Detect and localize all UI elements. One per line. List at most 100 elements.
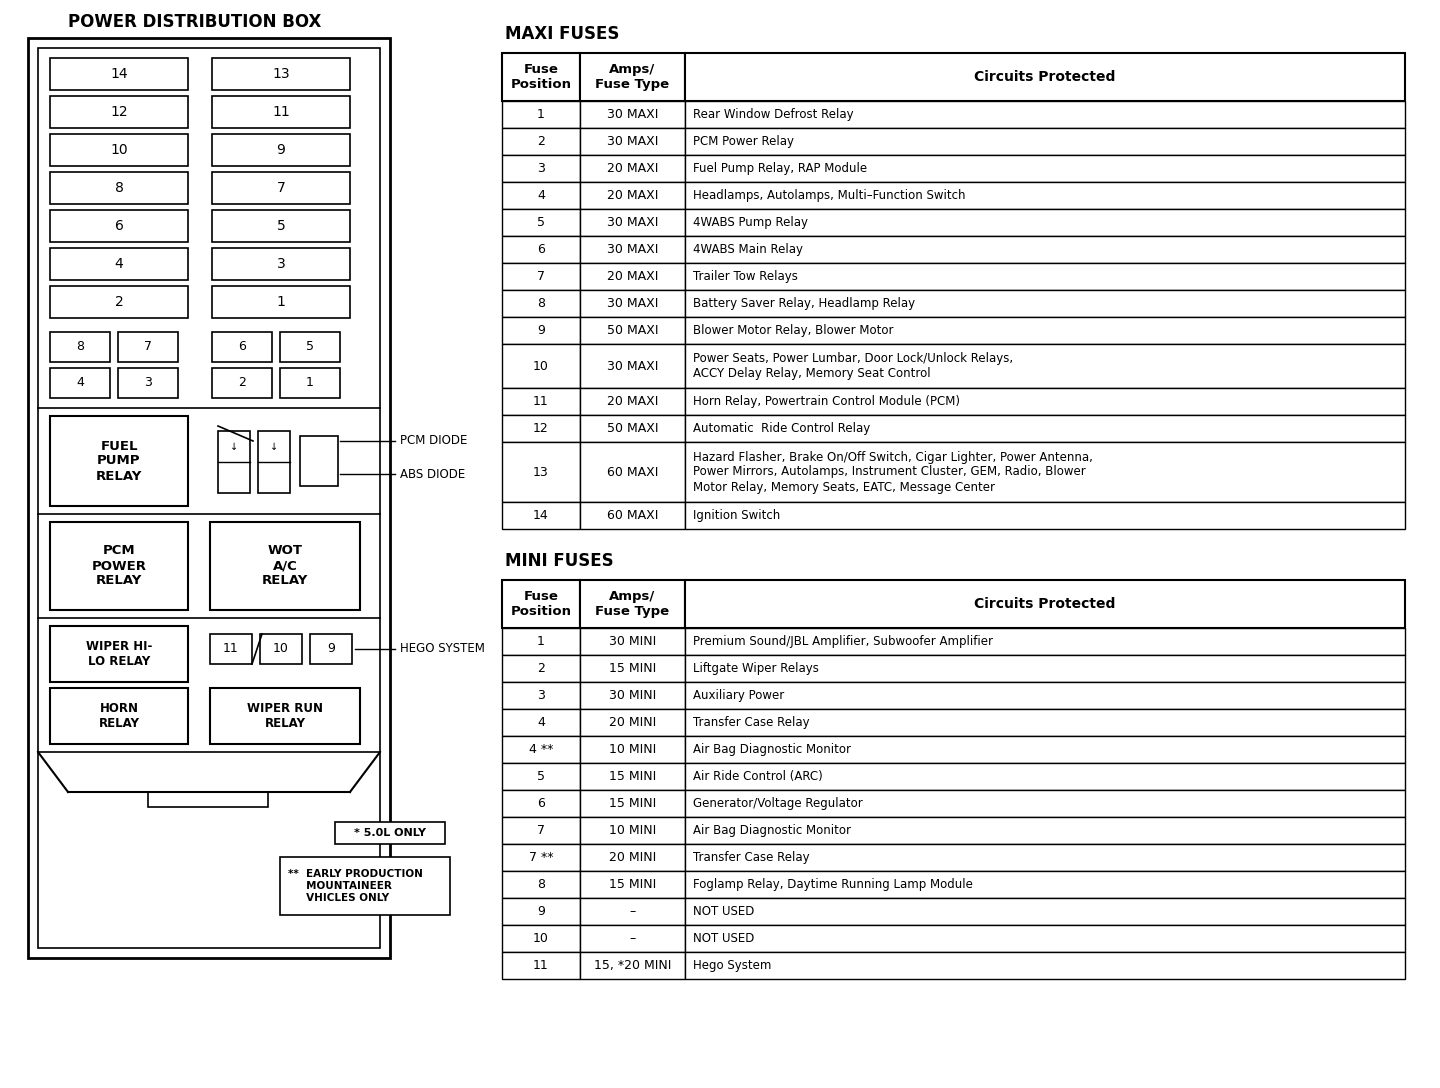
Text: 13: 13: [533, 466, 549, 479]
Text: 2: 2: [537, 662, 544, 675]
Bar: [685, 763, 1405, 790]
Text: Amps/
Fuse Type: Amps/ Fuse Type: [595, 590, 670, 618]
Text: 7: 7: [537, 270, 544, 283]
Text: Air Bag Diagnostic Monitor: Air Bag Diagnostic Monitor: [693, 743, 851, 756]
Text: Rear Window Defrost Relay: Rear Window Defrost Relay: [693, 108, 854, 121]
Bar: [50, 96, 189, 128]
Bar: [580, 952, 685, 979]
Bar: [580, 580, 685, 628]
Bar: [503, 209, 580, 236]
Bar: [580, 128, 685, 154]
Text: 10: 10: [274, 643, 289, 655]
Text: 15, *20 MINI: 15, *20 MINI: [593, 959, 671, 972]
Bar: [212, 134, 350, 166]
Bar: [503, 502, 580, 529]
Text: 5: 5: [276, 219, 285, 233]
Text: 10: 10: [533, 359, 549, 372]
Bar: [580, 709, 685, 735]
Bar: [37, 48, 380, 948]
Bar: [503, 790, 580, 817]
Text: Horn Relay, Powertrain Control Module (PCM): Horn Relay, Powertrain Control Module (P…: [693, 395, 960, 408]
Text: Ignition Switch: Ignition Switch: [693, 509, 780, 522]
Text: 3: 3: [537, 689, 544, 702]
Bar: [685, 263, 1405, 290]
Text: 20 MAXI: 20 MAXI: [606, 270, 658, 283]
Bar: [503, 154, 580, 182]
Text: 6: 6: [238, 341, 246, 354]
Text: 2: 2: [238, 376, 246, 390]
Bar: [503, 871, 580, 898]
Text: Liftgate Wiper Relays: Liftgate Wiper Relays: [693, 662, 819, 675]
Bar: [503, 53, 580, 101]
Bar: [50, 286, 189, 318]
Bar: [685, 53, 1405, 101]
Bar: [50, 58, 189, 90]
Text: WOT
A/C
RELAY: WOT A/C RELAY: [262, 544, 308, 588]
Text: 20 MINI: 20 MINI: [609, 716, 657, 729]
Bar: [217, 431, 251, 493]
Text: 6: 6: [537, 798, 544, 809]
Bar: [503, 735, 580, 763]
Text: 1: 1: [537, 635, 544, 648]
Bar: [503, 655, 580, 682]
Bar: [212, 286, 350, 318]
Bar: [580, 502, 685, 529]
Bar: [279, 368, 340, 398]
Bar: [580, 763, 685, 790]
Text: 5: 5: [537, 770, 544, 783]
Text: ABS DIODE: ABS DIODE: [400, 468, 465, 481]
Bar: [212, 96, 350, 128]
Bar: [685, 952, 1405, 979]
Bar: [685, 101, 1405, 128]
Bar: [50, 626, 189, 682]
Bar: [580, 388, 685, 415]
Text: 8: 8: [76, 341, 84, 354]
Bar: [685, 817, 1405, 844]
Bar: [503, 817, 580, 844]
Text: 20 MAXI: 20 MAXI: [606, 395, 658, 408]
Text: 4: 4: [537, 716, 544, 729]
Text: Power Seats, Power Lumbar, Door Lock/Unlock Relays,
ACCY Delay Relay, Memory Sea: Power Seats, Power Lumbar, Door Lock/Unl…: [693, 353, 1014, 380]
Text: 20 MAXI: 20 MAXI: [606, 162, 658, 175]
Bar: [685, 442, 1405, 502]
Text: 9: 9: [537, 324, 544, 337]
Bar: [212, 248, 350, 280]
Bar: [685, 925, 1405, 952]
Text: MINI FUSES: MINI FUSES: [505, 552, 613, 570]
Text: 15 MINI: 15 MINI: [609, 770, 657, 783]
Text: HORN
RELAY: HORN RELAY: [98, 702, 140, 730]
Text: 3: 3: [276, 257, 285, 271]
Bar: [50, 416, 189, 506]
Text: Fuel Pump Relay, RAP Module: Fuel Pump Relay, RAP Module: [693, 162, 867, 175]
Text: 20 MINI: 20 MINI: [609, 851, 657, 864]
Text: 9: 9: [276, 143, 285, 157]
Text: 15 MINI: 15 MINI: [609, 878, 657, 891]
Bar: [685, 655, 1405, 682]
Bar: [261, 634, 302, 664]
Text: 1: 1: [276, 295, 285, 309]
Bar: [580, 735, 685, 763]
Bar: [685, 415, 1405, 442]
Text: 7: 7: [276, 181, 285, 195]
Bar: [685, 628, 1405, 655]
Text: Amps/
Fuse Type: Amps/ Fuse Type: [595, 63, 670, 91]
Text: 3: 3: [144, 376, 153, 390]
Bar: [503, 925, 580, 952]
Bar: [580, 209, 685, 236]
Bar: [148, 792, 268, 807]
Bar: [685, 388, 1405, 415]
Bar: [580, 655, 685, 682]
Bar: [685, 580, 1405, 628]
Text: 4WABS Main Relay: 4WABS Main Relay: [693, 243, 804, 256]
Text: Auxiliary Power: Auxiliary Power: [693, 689, 785, 702]
Text: **  EARLY PRODUCTION
     MOUNTAINEER
     VHICLES ONLY: ** EARLY PRODUCTION MOUNTAINEER VHICLES …: [288, 869, 423, 903]
Text: Transfer Case Relay: Transfer Case Relay: [693, 851, 809, 864]
Bar: [580, 925, 685, 952]
Bar: [503, 442, 580, 502]
Bar: [503, 628, 580, 655]
Bar: [310, 634, 351, 664]
Bar: [580, 263, 685, 290]
Text: Trailer Tow Relays: Trailer Tow Relays: [693, 270, 798, 283]
Bar: [212, 58, 350, 90]
Bar: [503, 388, 580, 415]
